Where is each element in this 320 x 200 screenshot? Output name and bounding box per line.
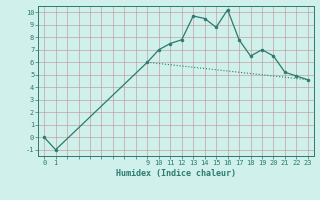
X-axis label: Humidex (Indice chaleur): Humidex (Indice chaleur) <box>116 169 236 178</box>
